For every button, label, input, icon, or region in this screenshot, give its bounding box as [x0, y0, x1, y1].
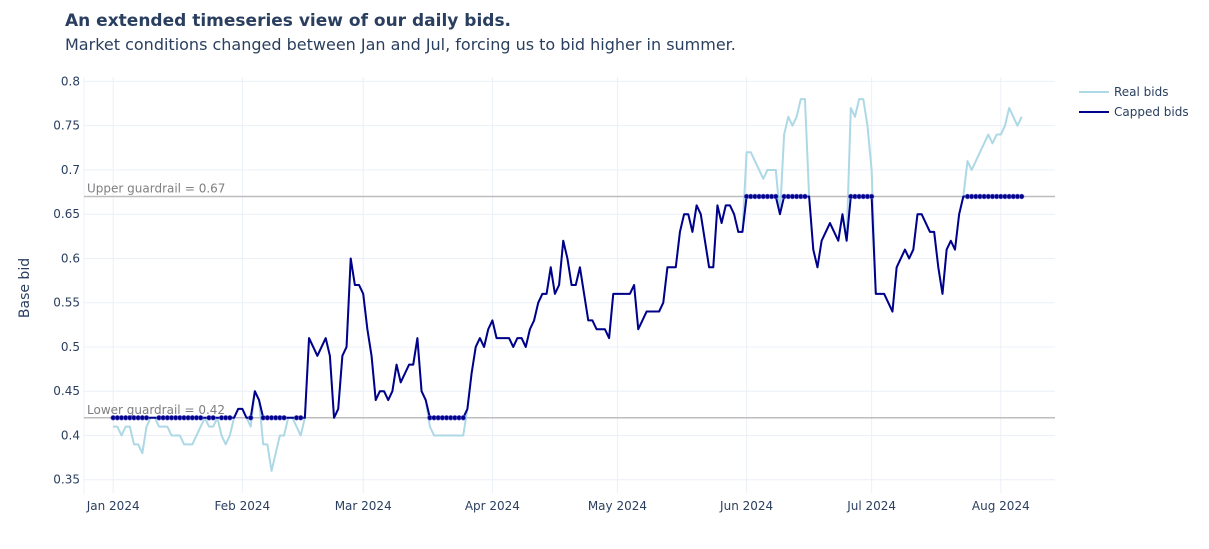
legend-label: Real bids: [1114, 85, 1169, 99]
capped-point: [227, 415, 233, 421]
x-tick-label: Jan 2024: [86, 499, 140, 513]
y-axis-title: Base bid: [17, 258, 33, 318]
x-tick-label: Aug 2024: [972, 499, 1030, 513]
guardrails: Upper guardrail = 0.67 Lower guardrail = …: [84, 181, 1055, 419]
guardrail-label: Lower guardrail = 0.42: [87, 403, 225, 417]
capped-point: [1018, 193, 1025, 200]
x-tick-label: Feb 2024: [215, 499, 271, 513]
series: [110, 98, 1025, 472]
y-tick-label: 0.45: [53, 384, 80, 398]
y-tick-label: 0.4: [61, 428, 80, 442]
y-tick-label: 0.7: [61, 163, 80, 177]
capped-point: [802, 193, 808, 200]
x-tick-label: Mar 2024: [335, 499, 392, 513]
y-tick-label: 0.6: [61, 251, 80, 265]
x-tick-label: Jun 2024: [719, 499, 773, 513]
capped-point: [460, 415, 466, 421]
chart-title: An extended timeseries view of our daily…: [65, 11, 511, 31]
y-tick-label: 0.5: [61, 340, 80, 354]
y-tick-label: 0.35: [53, 473, 80, 487]
legend-item-capped-bids[interactable]: Capped bids: [1079, 105, 1189, 119]
y-tick-label: 0.55: [53, 296, 80, 310]
series-line-real-bids: [113, 98, 1023, 472]
capped-point: [247, 415, 254, 421]
capped-point: [773, 193, 779, 200]
capped-point: [298, 415, 304, 421]
capped-point: [143, 415, 150, 421]
capped-point: [210, 415, 216, 421]
x-tick-label: May 2024: [588, 499, 647, 513]
grid: [83, 77, 1055, 495]
guardrail-label: Upper guardrail = 0.67: [87, 181, 225, 195]
capped-point: [197, 415, 204, 421]
x-tick-label: Jul 2024: [846, 499, 896, 513]
legend-label: Capped bids: [1114, 105, 1189, 119]
axes: 0.35 0.4 0.45 0.5 0.55 0.6 0.65 0.7 0.75 0.8 Jan 2…: [53, 74, 1029, 513]
capped-point: [868, 193, 875, 200]
legend-item-real-bids[interactable]: Real bids: [1079, 85, 1169, 99]
y-tick-label: 0.8: [61, 74, 80, 88]
y-tick-label: 0.65: [53, 207, 80, 221]
chart-subtitle: Market conditions changed between Jan an…: [65, 35, 736, 54]
capped-point: [281, 415, 287, 421]
x-tick-label: Apr 2024: [465, 499, 520, 513]
y-tick-label: 0.75: [53, 119, 80, 133]
legend[interactable]: Real bids Capped bids: [1079, 85, 1189, 119]
series-line-capped-bids: [113, 195, 1022, 419]
